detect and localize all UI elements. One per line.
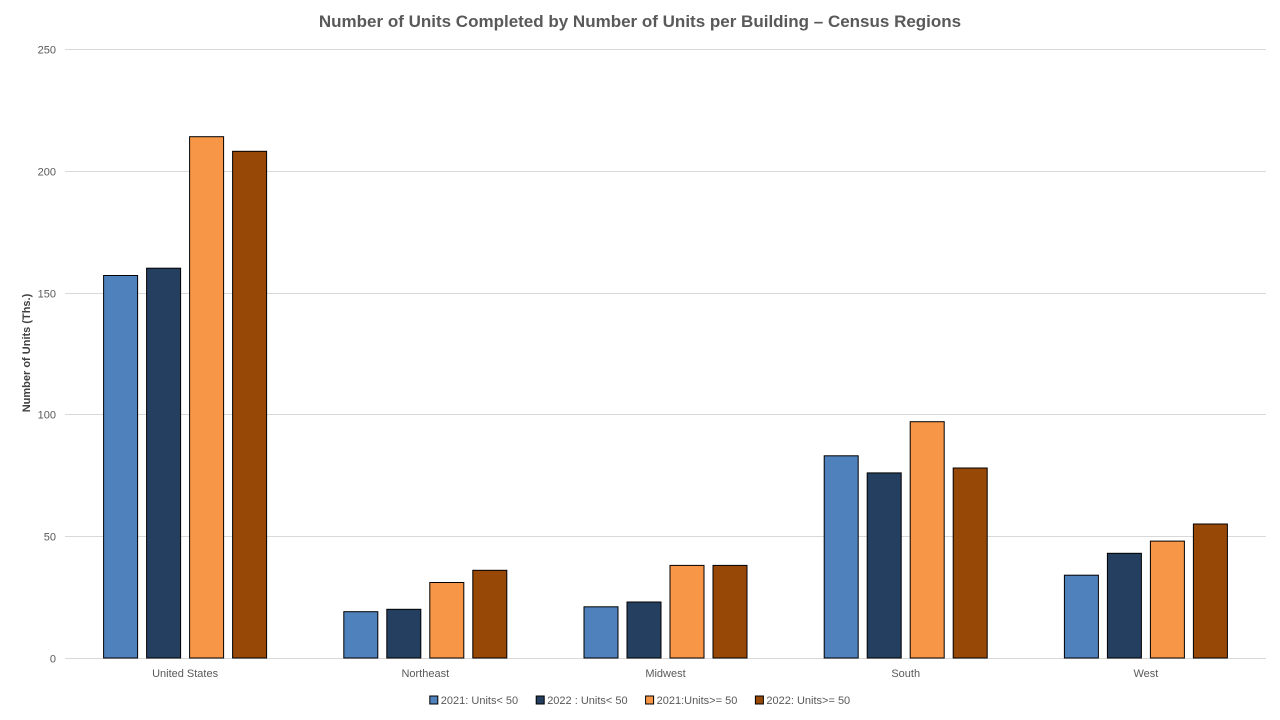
bar — [823, 455, 859, 659]
bar — [343, 611, 379, 659]
bar — [952, 467, 988, 659]
bar — [1149, 540, 1185, 659]
legend-label: 2021:Units>= 50 — [657, 695, 738, 707]
legend-swatch — [754, 695, 764, 705]
x-tick-label: South — [891, 668, 920, 680]
bar — [1192, 523, 1228, 659]
y-tick-label: 50 — [44, 532, 56, 544]
y-tick-label: 0 — [50, 654, 56, 666]
bar — [386, 608, 422, 659]
bar — [103, 275, 139, 659]
bar — [429, 582, 465, 659]
x-tick-label: Midwest — [645, 668, 685, 680]
bar — [472, 569, 508, 659]
bar — [909, 421, 945, 659]
y-axis-label: Number of Units (Ths.) — [21, 293, 33, 412]
y-axis-ticks: 0 50 100 150 200 250 — [38, 45, 56, 666]
x-axis-ticks: United States Northeast Midwest South West — [152, 668, 1158, 680]
y-tick-label: 100 — [38, 410, 56, 422]
bar — [583, 606, 619, 659]
bar — [1106, 552, 1142, 659]
bar — [712, 564, 748, 659]
legend-swatch — [645, 695, 655, 705]
bar — [669, 564, 705, 659]
legend-swatch — [535, 695, 545, 705]
x-tick-label: Northeast — [401, 668, 449, 680]
y-tick-label: 150 — [38, 289, 56, 301]
chart-title: Number of Units Completed by Number of U… — [319, 12, 961, 31]
bar — [146, 267, 182, 659]
bar — [626, 601, 662, 659]
legend: 2021: Units< 50 2022 : Units< 50 2021:Unit… — [429, 695, 850, 707]
x-tick-label: West — [1133, 668, 1158, 680]
legend-swatch — [429, 695, 439, 705]
legend-label: 2022 : Units< 50 — [547, 695, 627, 707]
legend-label: 2022: Units>= 50 — [766, 695, 850, 707]
y-tick-label: 200 — [38, 167, 56, 179]
x-tick-label: United States — [152, 668, 219, 680]
bar — [1063, 574, 1099, 659]
bars — [103, 136, 1228, 659]
bar — [189, 136, 225, 659]
bar — [866, 472, 902, 659]
legend-label: 2021: Units< 50 — [441, 695, 518, 707]
bar — [232, 150, 268, 659]
y-tick-label: 250 — [38, 45, 56, 57]
